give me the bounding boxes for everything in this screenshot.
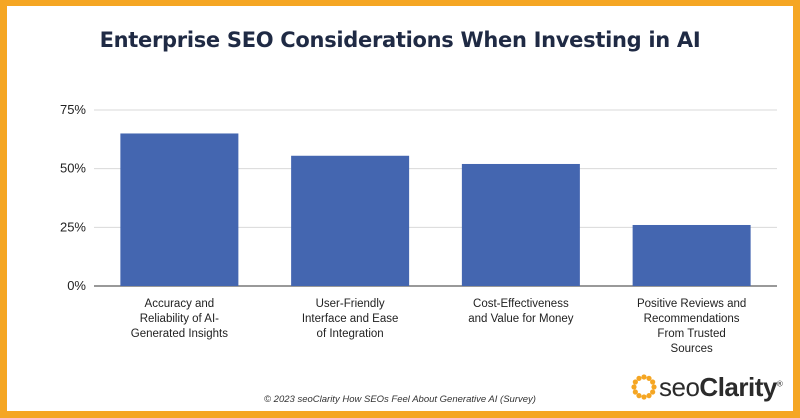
x-category-label-line: From Trusted xyxy=(657,328,726,340)
x-category-label-line: Accuracy and xyxy=(144,298,215,310)
seoclarity-logo: seoClarity® xyxy=(629,371,783,403)
x-category-label: Positive Reviews and Recommendations From … xyxy=(617,297,767,357)
y-tick-label: 0% xyxy=(67,278,86,293)
x-category-label-line: Sources xyxy=(670,343,713,355)
x-category-label-line: Generated Insights xyxy=(130,328,228,340)
sun-dot xyxy=(641,374,647,380)
bar xyxy=(632,224,751,286)
sun-burst-icon xyxy=(631,374,657,400)
sun-dot xyxy=(650,389,656,395)
sun-dot xyxy=(632,389,638,395)
logo-trademark: ® xyxy=(776,378,783,388)
sun-dot xyxy=(651,384,657,390)
logo-prefix: seo xyxy=(659,371,700,402)
bar xyxy=(120,133,239,286)
chart-title: Enterprise SEO Considerations When Inves… xyxy=(99,28,701,52)
x-category-label-line: Recommendations xyxy=(643,313,740,325)
sun-dot xyxy=(646,393,652,399)
bars xyxy=(120,133,751,286)
x-category-label-line: Reliability of AI- xyxy=(139,313,219,325)
x-category-label-line: Interface and Ease xyxy=(301,313,399,325)
x-category-label: Accuracy and Reliability of AI- Generated … xyxy=(104,297,254,342)
sun-dot xyxy=(631,384,637,390)
y-tick-label: 50% xyxy=(60,161,86,176)
y-tick-label: 75% xyxy=(60,102,86,117)
x-category-label: User-Friendly Interface and Ease of Integr… xyxy=(275,297,425,342)
x-category-label-line: Positive Reviews and xyxy=(636,298,747,310)
y-axis-ticks: 0% 25% 50% 75% xyxy=(60,102,86,293)
bar xyxy=(461,163,580,286)
x-category-label-line: of Integration xyxy=(316,328,384,340)
x-category-label-line: and Value for Money xyxy=(468,313,574,325)
chart-frame: Enterprise SEO Considerations When Inves… xyxy=(7,6,793,411)
sun-dot xyxy=(646,375,652,381)
sun-dot xyxy=(636,375,642,381)
sun-dot xyxy=(650,379,656,385)
x-category-label-line: User-Friendly xyxy=(315,298,385,310)
bar xyxy=(291,155,410,286)
y-tick-label: 25% xyxy=(60,219,86,234)
bar-chart: 0% 25% 50% 75% xyxy=(60,102,777,293)
x-category-label-line: Cost-Effectiveness xyxy=(473,298,569,310)
x-category-label: Cost-Effectiveness and Value for Money xyxy=(446,297,596,327)
logo-suffix: Clarity xyxy=(699,371,777,402)
sun-dot xyxy=(632,379,638,385)
source-credit: © 2023 seoClarity How SEOs Feel About Ge… xyxy=(264,394,536,405)
logo-wordmark: seoClarity® xyxy=(659,371,783,403)
sun-dot xyxy=(641,394,647,400)
sun-dot xyxy=(636,393,642,399)
